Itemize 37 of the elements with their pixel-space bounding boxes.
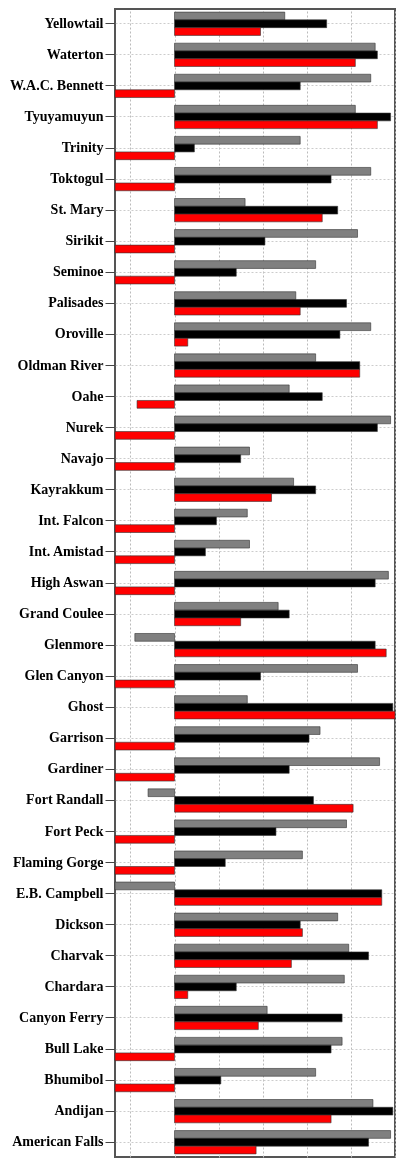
y-tick-label: Sirikit [65,233,104,249]
y-tick-label: Andijan [54,1103,104,1119]
y-tick-label: Flaming Gorge [12,854,104,870]
y-tick-label: Fort Peck [44,823,104,839]
y-tick-label: Toktogul [50,171,104,187]
y-tick-label: Charvak [50,947,104,963]
y-tick-label: Garrison [49,730,104,746]
y-tick-label: Seminoe [52,264,104,280]
y-tick-label: Int. Amistad [28,543,104,559]
y-tick-label: Bull Lake [44,1041,104,1057]
y-tick-label: Navajo [60,450,104,466]
y-tick-label: Oroville [54,326,104,342]
y-tick-label: Glen Canyon [24,668,104,684]
y-tick-label: Oldman River [17,357,104,373]
y-tick-label: High Aswan [30,575,104,590]
y-tick-label: Canyon Ferry [19,1009,104,1025]
y-tick-label: St. Mary [50,202,104,218]
y-tick-label: Nurek [65,419,104,435]
y-tick-label: Oahe [71,388,104,404]
y-tick-label: American Falls [12,1134,105,1150]
y-tick-label: Ghost [67,699,104,715]
y-tick-label: Fort Randall [26,792,104,808]
y-tick-label: Kayrakkum [30,481,104,497]
y-tick-label: Tyuyamuyun [24,108,104,124]
y-tick-label: Palisades [48,295,105,311]
y-tick-label: E.B. Campbell [15,885,104,901]
y-tick-label: W.A.C. Bennett [9,77,104,93]
y-tick-label: Glenmore [43,637,104,653]
y-tick-label: Waterton [46,46,104,62]
y-tick-label: Bhumibol [44,1072,104,1088]
y-tick-label: Int. Falcon [38,512,104,528]
y-tick-label: Chardara [44,978,104,994]
y-tick-label: Trinity [61,140,104,156]
y-tick-label: Grand Coulee [19,606,104,622]
y-tick-label: Dickson [55,916,104,932]
y-tick-label: Yellowtail [44,15,104,31]
y-tick-label: Gardiner [47,761,104,777]
